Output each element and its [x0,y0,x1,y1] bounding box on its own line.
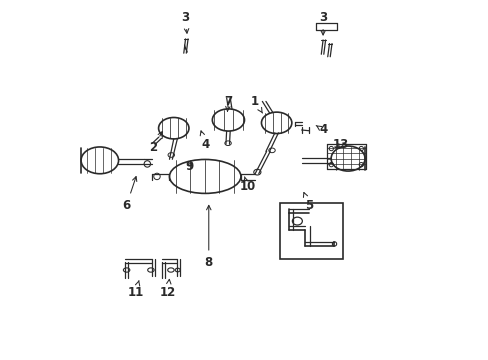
Text: 10: 10 [239,177,255,193]
Text: 13: 13 [332,138,348,151]
Text: 6: 6 [122,177,137,212]
Text: 3: 3 [181,11,189,33]
Text: 3: 3 [318,11,326,35]
Text: 4: 4 [316,123,326,136]
Text: 2: 2 [149,132,162,154]
Text: 5: 5 [303,193,312,212]
Text: 7: 7 [224,95,232,111]
Text: 9: 9 [184,160,193,173]
Text: 11: 11 [127,280,143,299]
Text: 1: 1 [251,95,262,113]
Text: 12: 12 [159,279,176,299]
Text: 4: 4 [200,131,209,151]
Bar [280,203,342,258]
Text: 8: 8 [204,205,212,269]
